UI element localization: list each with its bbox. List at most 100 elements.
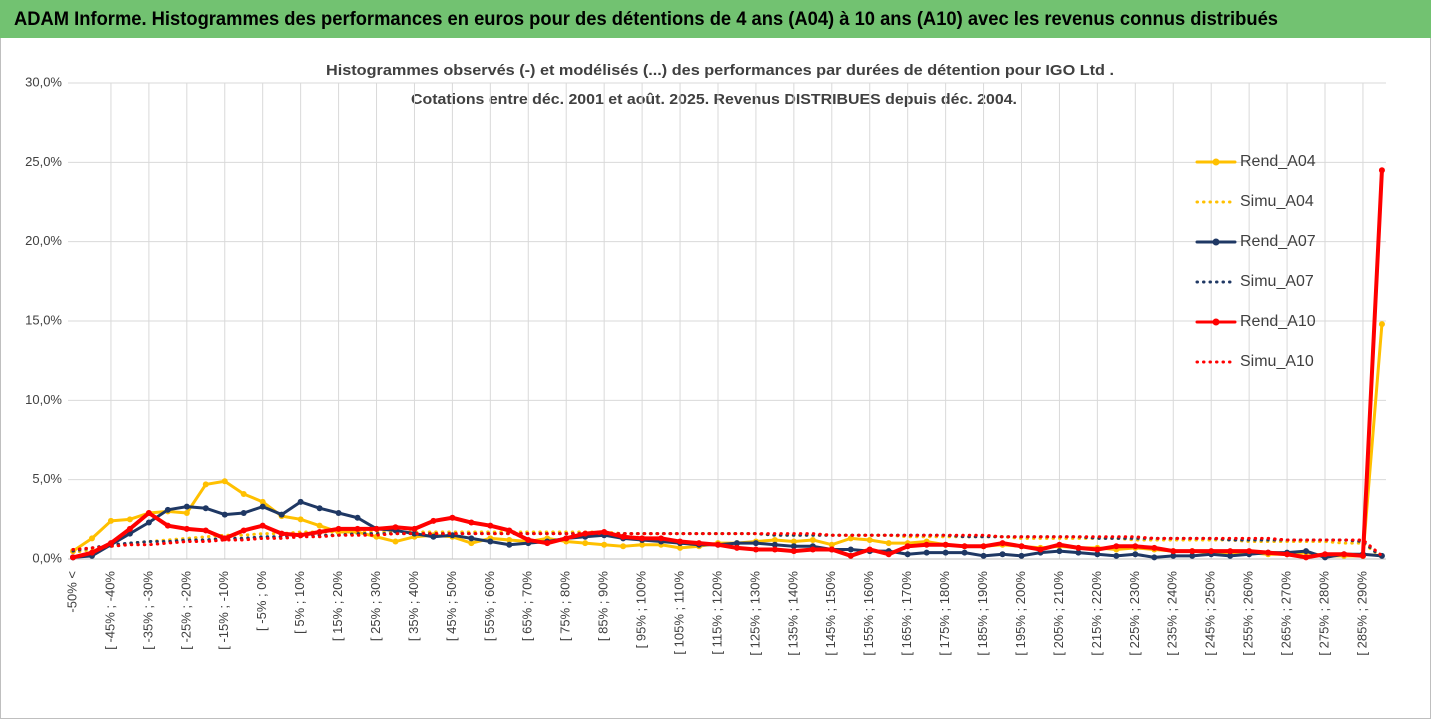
x-tick-label: [ 135% ; 140% [785,571,800,656]
series-marker [1113,552,1120,559]
series-marker [1208,548,1215,555]
series-marker [658,535,665,542]
chart-title: ADAM Informe. Histogrammes des performan… [14,9,1278,30]
series-marker [961,549,968,556]
series-marker [278,511,285,518]
series-marker [999,551,1006,558]
series-marker [1246,548,1253,555]
series-marker [430,517,437,524]
series-marker [335,509,342,516]
series-marker [1284,551,1291,558]
x-tick-label: [ 165% ; 170% [899,571,914,656]
series-line [71,532,1384,558]
series-marker [259,503,266,510]
series-marker [961,543,968,550]
series-marker [183,503,190,510]
x-tick-label: [ 195% ; 200% [1013,571,1028,656]
legend-label: Rend_A04 [1240,153,1316,170]
series-marker [354,514,361,521]
x-tick-label: [ -5% ; 0% [254,571,269,631]
series-marker [164,506,171,513]
series-marker [468,535,475,542]
series-marker [847,552,854,559]
series-marker [771,536,778,543]
x-tick-label: [ 25% ; 30% [368,571,383,642]
series-marker [1132,543,1139,550]
series-marker [752,540,759,547]
x-tick-label: [ 255% ; 260% [1241,571,1256,656]
series-marker [639,535,646,542]
x-tick-label: [ 115% ; 120% [709,571,724,655]
series-marker [1378,167,1385,174]
series-marker [1094,546,1101,553]
series-marker [259,522,266,529]
legend-label: Simu_A04 [1240,193,1314,210]
series-marker [828,541,835,548]
series-marker [107,540,114,547]
series-marker [790,543,797,550]
series-marker [866,536,873,543]
series-marker [145,519,152,526]
series-marker [1227,552,1234,559]
series-marker [790,538,797,545]
series-marker [240,509,247,516]
series-marker [847,546,854,553]
chart-subtitle: Histogrammes observés (-) et modélisés (… [326,62,1114,79]
series-marker [904,551,911,558]
plot [70,167,1385,561]
series-line [71,168,1384,560]
series-marker [1378,321,1385,328]
y-tick-label: 15,0% [25,312,62,327]
series-marker [1151,554,1158,561]
x-tick-label: [ -25% ; -20% [178,571,193,650]
series-marker [923,541,930,548]
y-tick-label: 20,0% [25,233,62,248]
series-marker [1303,548,1310,555]
series-marker [980,543,987,550]
x-tick-label: [ 125% ; 130% [747,571,762,656]
legend-label: Simu_A10 [1240,353,1314,370]
series-marker [183,509,190,516]
series-marker [1340,551,1347,558]
series-marker [1113,543,1120,550]
header-bar [0,0,1431,38]
series-marker [1265,549,1272,556]
x-tick-label: [ -45% ; -40% [102,571,117,650]
x-tick-label: [ 265% ; 270% [1279,571,1294,656]
x-tick-label: [ -15% ; -10% [216,571,231,650]
grid: 0,0% 5,0% 10,0% 15,0% 20,0% 25,0% 30,0% -50% < [… [25,74,1386,656]
series-marker [221,478,228,485]
series-marker [601,541,608,548]
series-marker [221,511,228,518]
series-line [71,500,1384,559]
series-marker [506,527,513,534]
series-marker [1322,551,1329,558]
series-marker [240,527,247,534]
series-marker [771,541,778,548]
series-marker [885,551,892,558]
series-marker [1359,552,1366,559]
series-marker [1151,544,1158,551]
x-tick-label: [ 215% ; 220% [1089,571,1104,656]
series-marker [1227,548,1234,555]
series-marker [828,546,835,553]
series-marker [714,541,721,548]
series-marker [809,546,816,553]
legend-label: Simu_A07 [1240,273,1314,290]
series-marker [1056,541,1063,548]
series-marker [107,517,114,524]
series-marker [639,541,646,548]
legend-label: Rend_A10 [1240,313,1316,330]
x-tick-label: [ 155% ; 160% [861,571,876,656]
x-tick-label: [ 285% ; 290% [1354,571,1369,656]
series-marker [942,541,949,548]
series-marker [620,543,627,550]
legend-marker [1212,318,1220,326]
series-marker [468,540,475,547]
series-marker [904,543,911,550]
series-marker [1170,548,1177,555]
x-tick-label: [ 35% ; 40% [406,571,421,642]
series-marker [88,535,95,542]
series-marker [677,544,684,551]
series-marker [354,525,361,532]
